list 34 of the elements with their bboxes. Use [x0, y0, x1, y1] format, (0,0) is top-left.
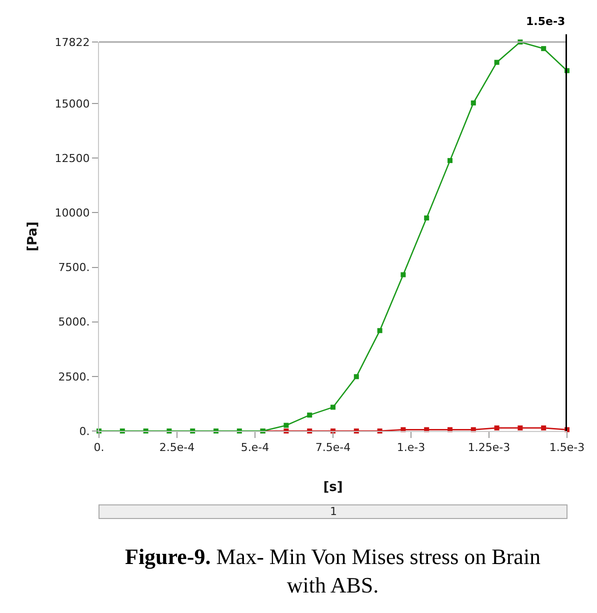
x-tick-label: 7.5e-4 [315, 441, 351, 454]
x-axis-title: [s] [323, 480, 343, 495]
x-tick-label: 1.25e-3 [468, 441, 510, 454]
point [518, 425, 523, 430]
x-tick-label: 2.5e-4 [159, 441, 195, 454]
ref-line-label: 1.5e-3 [526, 15, 566, 28]
point [470, 100, 476, 106]
point [541, 425, 546, 430]
y-tick-label: 10000 [54, 206, 90, 220]
y-tick-label: 12500 [54, 152, 90, 166]
y-tick-label: 5000. [58, 316, 90, 329]
point [400, 272, 406, 278]
x-tick-label: 1.e-3 [396, 441, 426, 454]
point [424, 215, 430, 220]
point [354, 374, 359, 380]
point [307, 412, 312, 418]
y-tick-label: 7500. [58, 261, 90, 274]
text: Figure-9. Max- Min Von Mises stress on Brain with ABS. [125, 544, 541, 598]
y-tick-label: 2500. [58, 370, 90, 384]
x-tick-label: 0. [94, 441, 104, 454]
text: 1 [330, 505, 337, 518]
point [330, 404, 336, 410]
x-tick-label: 1.5e-3 [549, 441, 585, 454]
point [377, 328, 382, 334]
y-tick-label: 17822 [54, 36, 90, 49]
y-tick-label: 0. [79, 424, 90, 438]
y-tick-label: 15000 [54, 97, 90, 110]
point [541, 46, 546, 52]
point [494, 60, 500, 65]
point [284, 422, 289, 428]
y-axis-title: [Pa] [26, 222, 41, 252]
point [448, 158, 452, 164]
x-tick-label: 5.e-4 [240, 441, 270, 454]
point [494, 425, 500, 430]
